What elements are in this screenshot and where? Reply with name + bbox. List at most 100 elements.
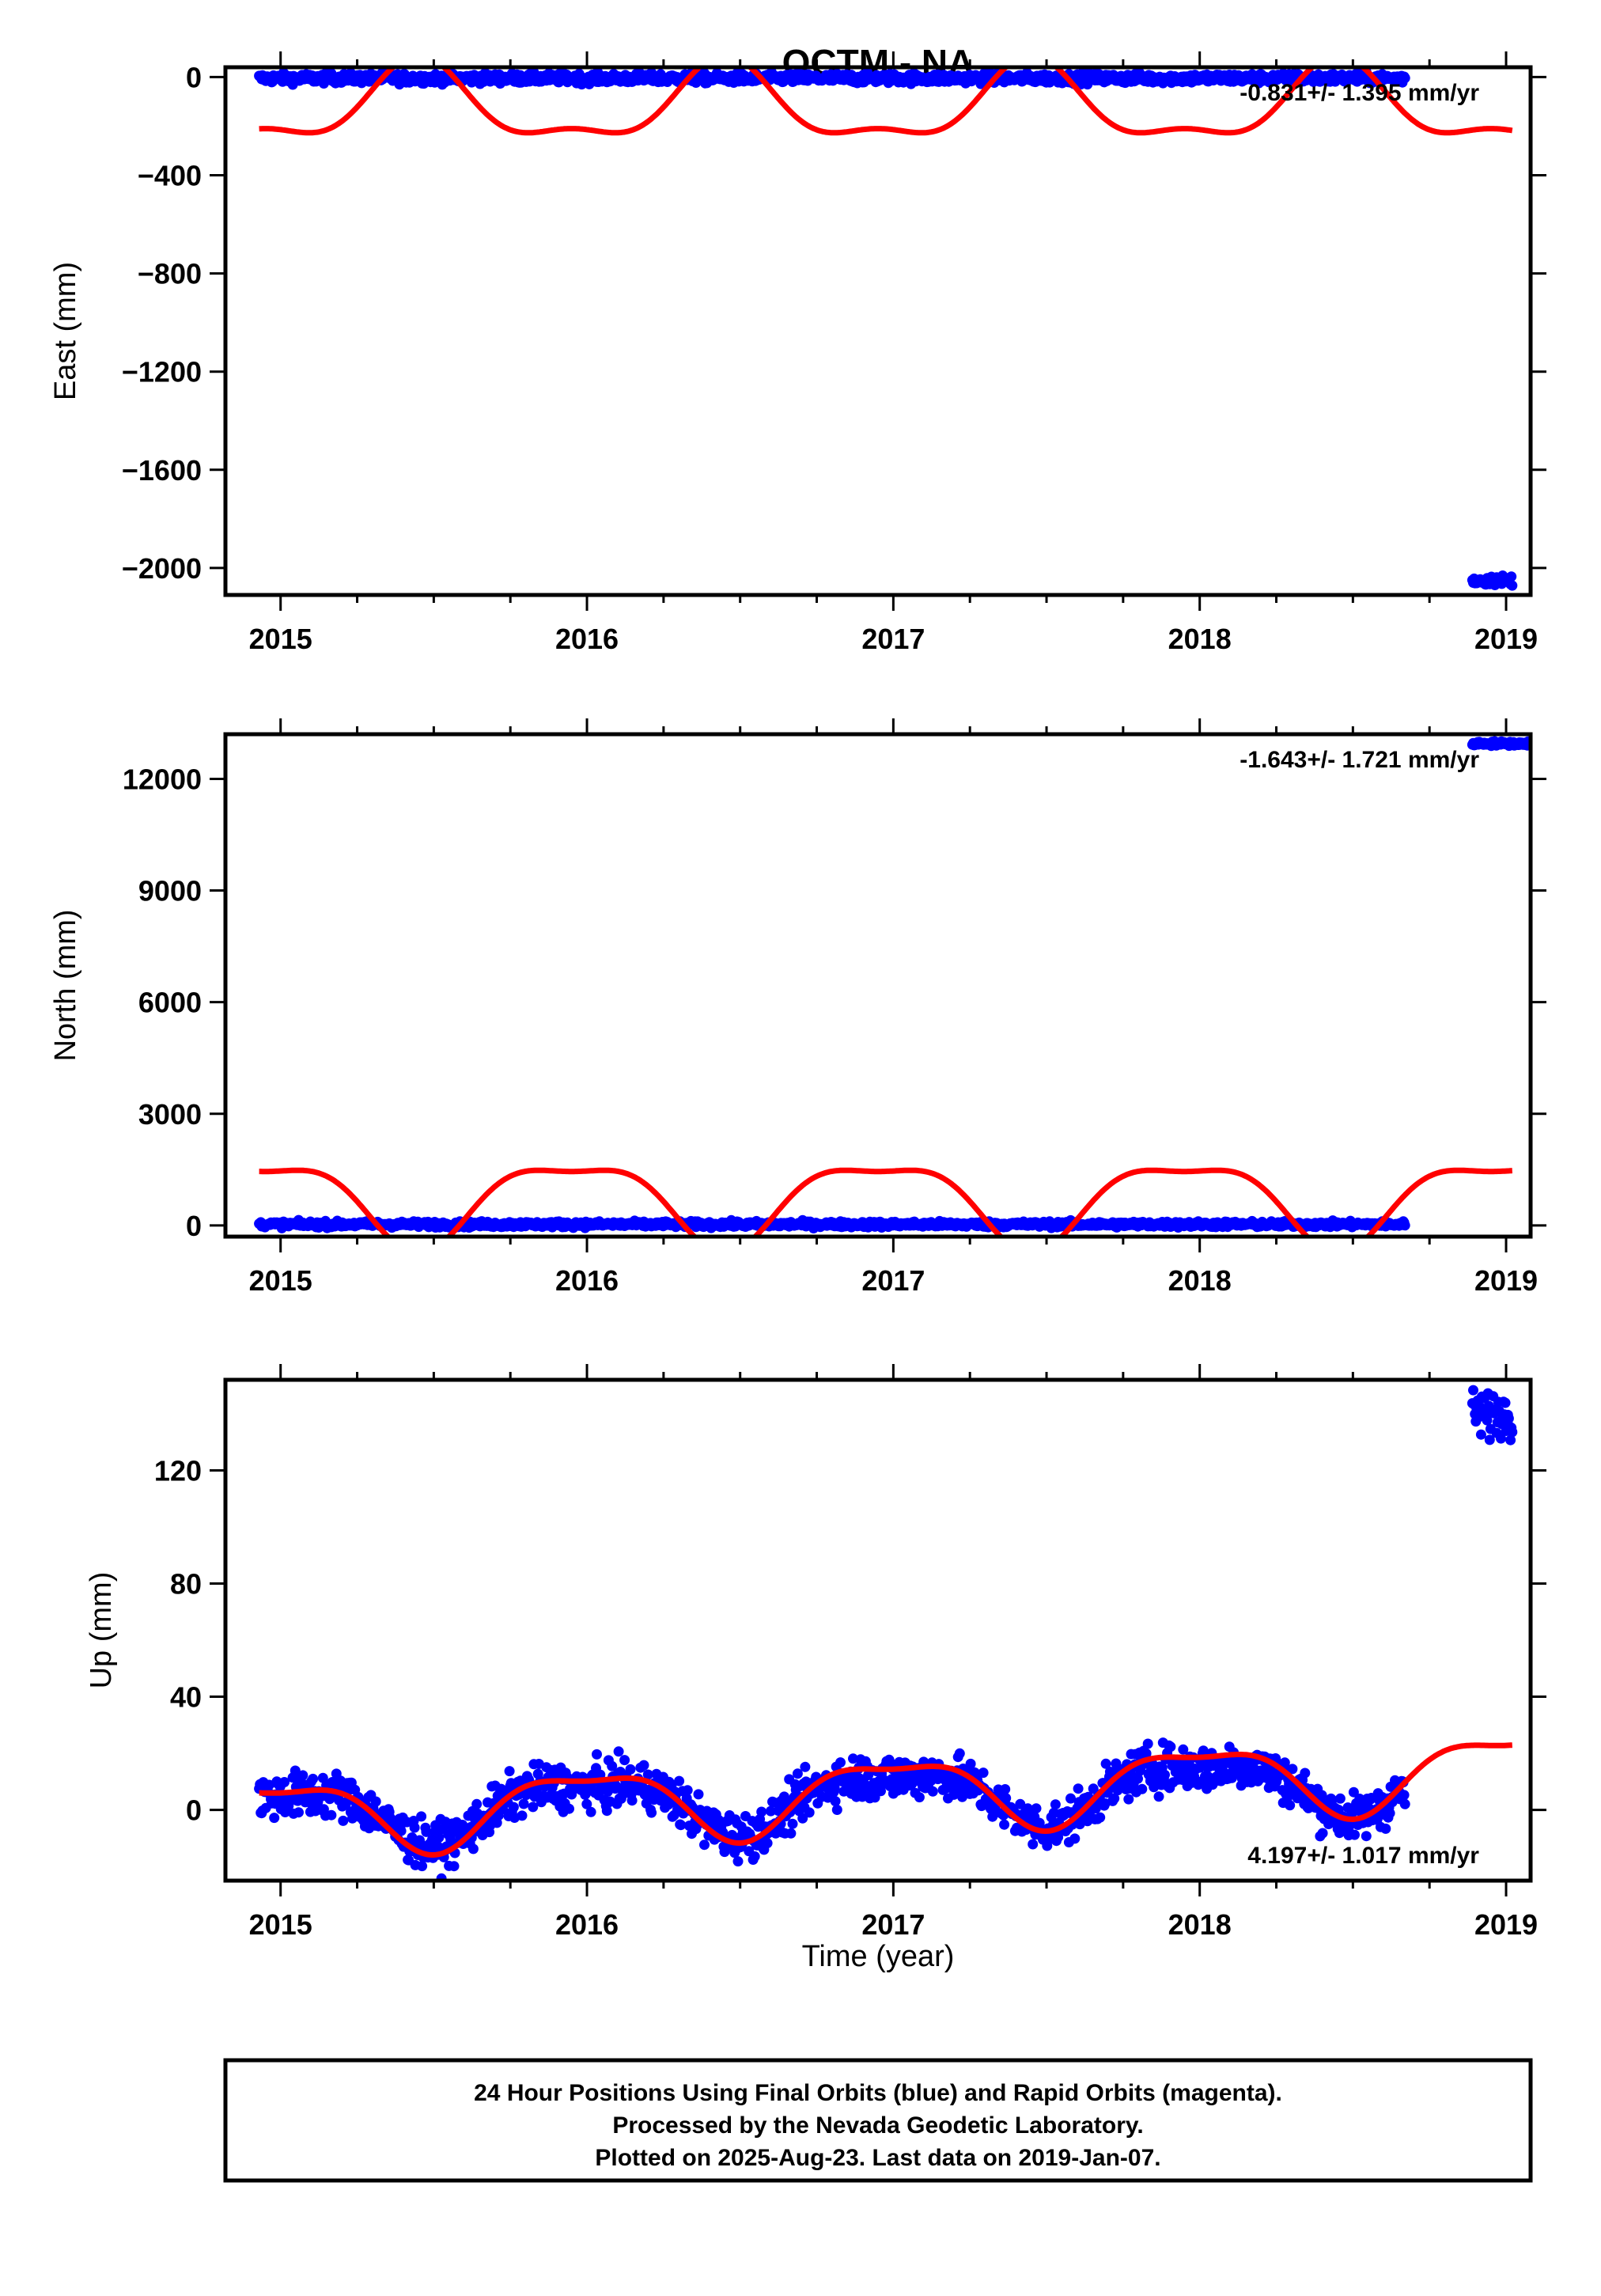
footer-box xyxy=(223,2058,1533,2183)
x-tick-label: 2017 xyxy=(861,623,925,655)
data-point xyxy=(1484,1434,1495,1445)
y-tick-label: −400 xyxy=(138,160,202,192)
data-point xyxy=(1042,1840,1053,1851)
data-point xyxy=(416,1811,427,1822)
x-tick-label: 2018 xyxy=(1168,623,1232,655)
data-point xyxy=(642,1769,653,1780)
x-tick-label: 2018 xyxy=(1168,1908,1232,1941)
north-y-axis-title: North (mm) xyxy=(49,909,82,1061)
x-tick-label: 2017 xyxy=(861,1908,925,1941)
data-point xyxy=(607,1760,618,1771)
footer-line-3: Plotted on 2025-Aug-23. Last data on 201… xyxy=(595,2145,1160,2171)
data-point xyxy=(927,1786,938,1797)
up-y-axis-title: Up (mm) xyxy=(85,1572,118,1689)
data-point xyxy=(699,1839,710,1851)
up-plot-area xyxy=(254,1385,1518,1881)
data-point xyxy=(625,1764,636,1775)
data-point xyxy=(626,1795,638,1806)
data-point xyxy=(638,1760,649,1771)
y-tick-label: 0 xyxy=(186,61,202,93)
y-tick-label: 0 xyxy=(186,1794,202,1827)
data-point xyxy=(1334,1793,1346,1804)
x-tick-label: 2015 xyxy=(249,623,312,655)
data-point xyxy=(965,1758,976,1769)
data-point xyxy=(762,1838,773,1849)
east-fit-curve xyxy=(259,67,1513,136)
data-point xyxy=(338,1815,349,1826)
data-point xyxy=(1300,1767,1311,1779)
data-point xyxy=(693,1789,704,1800)
x-tick-label: 2016 xyxy=(555,623,619,655)
x-tick-label: 2016 xyxy=(555,1908,619,1941)
data-point xyxy=(1133,1773,1143,1784)
data-point xyxy=(585,1806,596,1817)
x-tick-label: 2019 xyxy=(1474,623,1538,655)
data-point xyxy=(1505,1434,1516,1445)
x-tick-label: 2016 xyxy=(555,1264,619,1297)
data-point xyxy=(1109,1793,1120,1804)
data-point xyxy=(831,1805,842,1815)
data-point xyxy=(1028,1839,1039,1850)
data-point xyxy=(646,1807,657,1818)
data-point xyxy=(421,1826,432,1837)
data-point xyxy=(1095,1812,1106,1823)
x-tick-label: 2015 xyxy=(249,1908,312,1941)
data-point xyxy=(765,1805,776,1817)
x-tick-label: 2018 xyxy=(1168,1264,1232,1297)
data-point xyxy=(1361,1831,1372,1842)
data-point xyxy=(326,1809,337,1821)
x-tick-label: 2015 xyxy=(249,1264,312,1297)
y-tick-label: −2000 xyxy=(122,552,202,585)
data-point xyxy=(581,1798,592,1809)
data-point xyxy=(954,1748,965,1759)
data-point xyxy=(1384,1808,1395,1819)
data-point xyxy=(1050,1799,1061,1810)
data-point xyxy=(800,1761,811,1772)
y-tick-label: 80 xyxy=(170,1567,202,1600)
north-rate-label: -1.643+/- 1.721 mm/yr xyxy=(1240,747,1479,773)
data-point xyxy=(1475,1429,1486,1440)
y-tick-label: 0 xyxy=(186,1210,202,1242)
y-tick-label: −800 xyxy=(138,258,202,290)
data-point xyxy=(835,1757,846,1768)
data-point xyxy=(1065,1793,1076,1804)
data-point xyxy=(409,1822,420,1833)
data-point xyxy=(1317,1828,1328,1839)
data-point xyxy=(1203,1771,1214,1783)
up-fit-curve xyxy=(259,1742,1512,1858)
data-point xyxy=(370,1796,381,1807)
data-point xyxy=(528,1802,539,1813)
y-tick-label: −1600 xyxy=(122,454,202,487)
data-point xyxy=(1178,1744,1189,1755)
x-tick-label: 2017 xyxy=(861,1264,925,1297)
data-point xyxy=(1399,1798,1410,1809)
data-point xyxy=(978,1767,989,1779)
data-point xyxy=(1165,1741,1176,1752)
y-tick-label: 9000 xyxy=(138,875,202,907)
data-point xyxy=(682,1785,693,1796)
data-point xyxy=(999,1819,1010,1830)
x-tick-label: 2019 xyxy=(1474,1264,1538,1297)
data-point xyxy=(785,1828,797,1839)
data-point xyxy=(504,1766,515,1777)
up-panel: 2015 2016 2017 2018 2019 0 40 80 120 Up (mm) 4.197… xyxy=(85,1364,1546,1941)
y-tick-label: 40 xyxy=(170,1681,202,1714)
data-point xyxy=(290,1765,301,1776)
data-point xyxy=(564,1803,574,1814)
data-point xyxy=(1137,1783,1148,1794)
east-y-axis-title: East (mm) xyxy=(49,262,82,400)
north-fit-curve xyxy=(259,1167,1512,1237)
north-plot-area xyxy=(254,736,1531,1237)
data-point xyxy=(396,1825,407,1836)
x-axis-title: Time (year) xyxy=(802,1940,955,1973)
y-tick-label: 120 xyxy=(154,1454,202,1487)
data-point xyxy=(1069,1833,1081,1844)
data-point xyxy=(1015,1798,1026,1809)
data-point xyxy=(279,1777,290,1787)
data-point xyxy=(1468,1385,1478,1396)
data-point xyxy=(613,1746,624,1757)
data-point xyxy=(1348,1786,1359,1798)
y-tick-label: −1200 xyxy=(122,356,202,388)
data-point xyxy=(1285,1800,1296,1811)
data-point xyxy=(787,1818,798,1829)
